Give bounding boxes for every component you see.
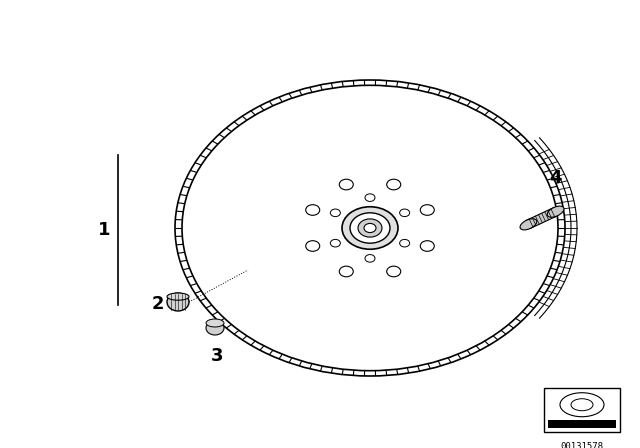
Ellipse shape	[330, 239, 340, 247]
Ellipse shape	[520, 219, 537, 230]
Ellipse shape	[528, 215, 545, 226]
Ellipse shape	[167, 293, 189, 311]
Ellipse shape	[167, 293, 189, 300]
Ellipse shape	[399, 209, 410, 217]
Ellipse shape	[387, 266, 401, 277]
Text: 00131578: 00131578	[561, 442, 604, 448]
Ellipse shape	[560, 393, 604, 417]
Ellipse shape	[547, 206, 564, 217]
Ellipse shape	[306, 205, 320, 215]
Text: 4: 4	[548, 169, 561, 187]
Ellipse shape	[540, 210, 556, 221]
Ellipse shape	[536, 211, 552, 223]
Ellipse shape	[420, 205, 435, 215]
Ellipse shape	[306, 241, 320, 251]
Ellipse shape	[543, 208, 560, 219]
Ellipse shape	[350, 213, 390, 243]
Ellipse shape	[364, 224, 376, 233]
Ellipse shape	[387, 179, 401, 190]
Ellipse shape	[330, 209, 340, 217]
Bar	[548, 420, 616, 428]
Ellipse shape	[571, 399, 593, 411]
Ellipse shape	[175, 80, 565, 376]
Ellipse shape	[547, 206, 564, 217]
Text: 3: 3	[211, 347, 223, 365]
Ellipse shape	[532, 213, 548, 224]
Ellipse shape	[524, 217, 541, 228]
Ellipse shape	[206, 321, 224, 335]
Ellipse shape	[342, 207, 398, 249]
Ellipse shape	[520, 219, 537, 230]
Ellipse shape	[399, 239, 410, 247]
Ellipse shape	[206, 319, 224, 327]
Ellipse shape	[420, 241, 435, 251]
Ellipse shape	[339, 179, 353, 190]
Ellipse shape	[339, 266, 353, 277]
Ellipse shape	[365, 254, 375, 262]
Bar	[544, 388, 620, 432]
Ellipse shape	[365, 194, 375, 202]
Text: 2: 2	[152, 295, 164, 313]
Ellipse shape	[165, 70, 575, 386]
Ellipse shape	[358, 219, 382, 237]
Text: 1: 1	[98, 221, 110, 239]
